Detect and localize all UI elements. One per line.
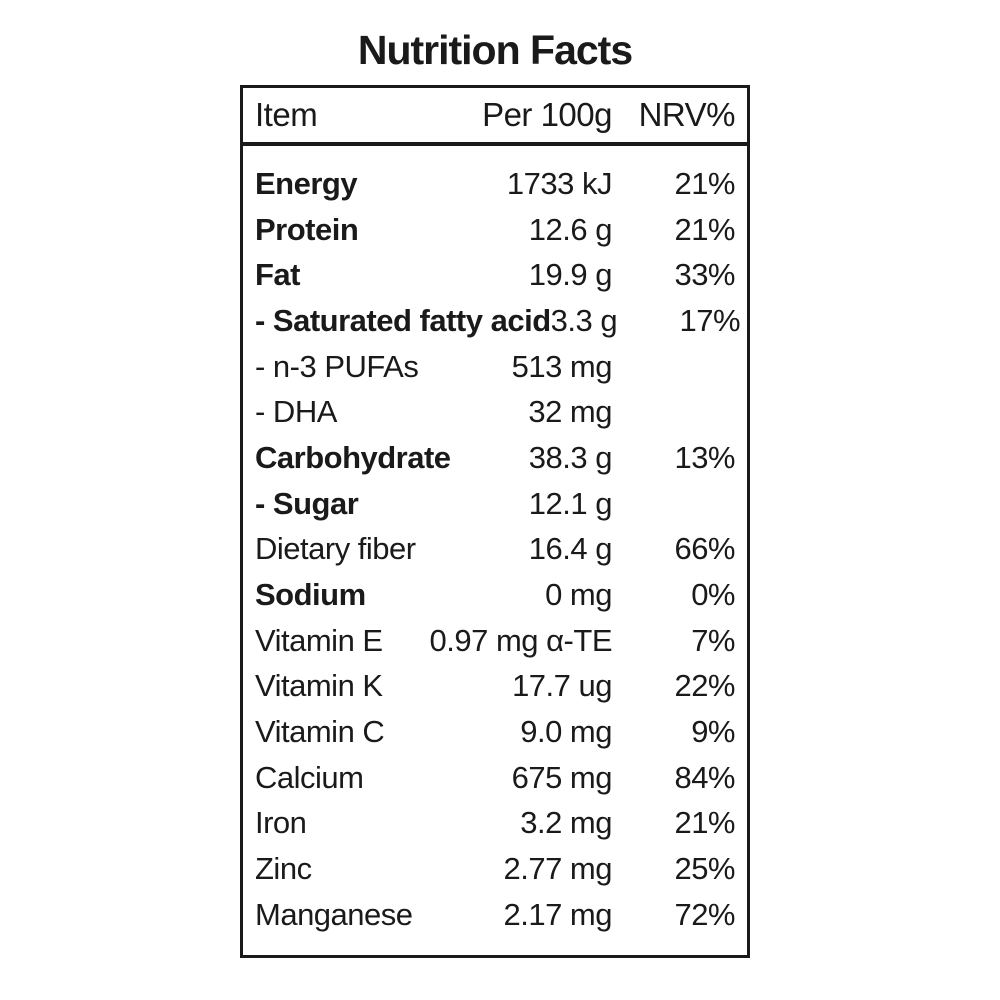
table-row: Calcium 675 mg 84%: [243, 755, 747, 801]
table-row: - n-3 PUFAs 513 mg: [243, 344, 747, 390]
row-item-label: Vitamin C: [255, 714, 385, 750]
row-item-label: Vitamin E: [255, 622, 383, 658]
row-nrv: 84%: [674, 759, 735, 795]
row-nrv: 9%: [691, 714, 735, 750]
table-row: Vitamin E 0.97 mg α-TE 7%: [243, 618, 747, 664]
table-row: Zinc 2.77 mg 25%: [243, 846, 747, 892]
row-item-label: - n-3 PUFAs: [255, 348, 419, 384]
row-nrv: 25%: [674, 851, 735, 887]
table-row: Fat 19.9 g 33%: [243, 252, 747, 298]
row-value: 3.3 g: [550, 302, 618, 338]
row-nrv: 21%: [674, 805, 735, 841]
row-value: 12.1 g: [528, 485, 613, 521]
row-value: 17.7 ug: [512, 668, 612, 704]
row-value: 0.97 mg α-TE: [429, 622, 613, 658]
row-item-label: - DHA: [255, 394, 337, 430]
row-item-label: Zinc: [255, 851, 312, 887]
nutrition-facts-table: Item Per 100g NRV% Energy 1733 kJ 21% Prote…: [240, 85, 750, 958]
page-title: Nutrition Facts: [357, 27, 633, 73]
row-item-label: Fat: [255, 257, 301, 293]
row-nrv: 0%: [691, 577, 735, 613]
row-item-label: Vitamin K: [255, 668, 383, 704]
row-nrv: 22%: [674, 668, 735, 704]
table-row: Sodium 0 mg 0%: [243, 572, 747, 618]
row-value: 38.3 g: [528, 439, 613, 475]
row-item-label: Dietary fiber: [255, 531, 416, 567]
table-row: Vitamin C 9.0 mg 9%: [243, 709, 747, 755]
row-value: 16.4 g: [528, 531, 613, 567]
row-nrv: 13%: [674, 439, 735, 475]
table-row: Carbohydrate 38.3 g 13%: [243, 435, 747, 481]
row-item-label: Energy: [255, 165, 358, 201]
row-value: 32 mg: [528, 394, 612, 430]
row-value: 0 mg: [545, 577, 612, 613]
table-row: Iron 3.2 mg 21%: [243, 801, 747, 847]
row-nrv: 7%: [691, 622, 735, 658]
table-row: - Sugar 12.1 g: [243, 481, 747, 527]
row-item-label: - Sugar: [255, 485, 359, 521]
row-value: 12.6 g: [528, 211, 613, 247]
row-item-label: - Saturated fatty acid: [255, 302, 551, 338]
table-row: Manganese 2.17 mg 72%: [243, 892, 747, 938]
row-item-label: Sodium: [255, 577, 366, 613]
table-row: Vitamin K 17.7 ug 22%: [243, 664, 747, 710]
row-nrv: 33%: [674, 257, 735, 293]
row-item-label: Calcium: [255, 759, 364, 795]
row-value: 2.17 mg: [503, 896, 612, 932]
row-value: 513 mg: [511, 348, 613, 384]
row-value: 9.0 mg: [520, 714, 612, 750]
row-nrv: 66%: [674, 531, 735, 567]
row-item-label: Iron: [255, 805, 307, 841]
table-row: - DHA 32 mg: [243, 389, 747, 435]
table-row: Dietary fiber 16.4 g 66%: [243, 527, 747, 573]
table-body: Energy 1733 kJ 21% Protein 12.6 g 21% Fat 19.9 …: [243, 146, 747, 938]
row-value: 1733 kJ: [506, 165, 613, 201]
row-nrv: 21%: [674, 165, 735, 201]
header-nrv-label: NRV%: [638, 96, 736, 133]
table-header-row: Item Per 100g NRV%: [243, 88, 747, 146]
row-item-label: Protein: [255, 211, 359, 247]
row-item-label: Manganese: [255, 896, 413, 932]
table-row: Energy 1733 kJ 21%: [243, 161, 747, 207]
row-item-label: Carbohydrate: [255, 439, 451, 475]
header-item-label: Item: [255, 96, 318, 133]
row-value: 3.2 mg: [520, 805, 612, 841]
row-value: 2.77 mg: [503, 851, 612, 887]
row-nrv: 72%: [674, 896, 735, 932]
table-row: Protein 12.6 g 21%: [243, 207, 747, 253]
row-nrv: 21%: [674, 211, 735, 247]
table-row: - Saturated fatty acid 3.3 g 17%: [243, 298, 747, 344]
row-nrv: 17%: [679, 302, 741, 338]
row-value: 675 mg: [511, 759, 613, 795]
row-value: 19.9 g: [528, 257, 613, 293]
header-per-100g-label: Per 100g: [482, 96, 612, 133]
